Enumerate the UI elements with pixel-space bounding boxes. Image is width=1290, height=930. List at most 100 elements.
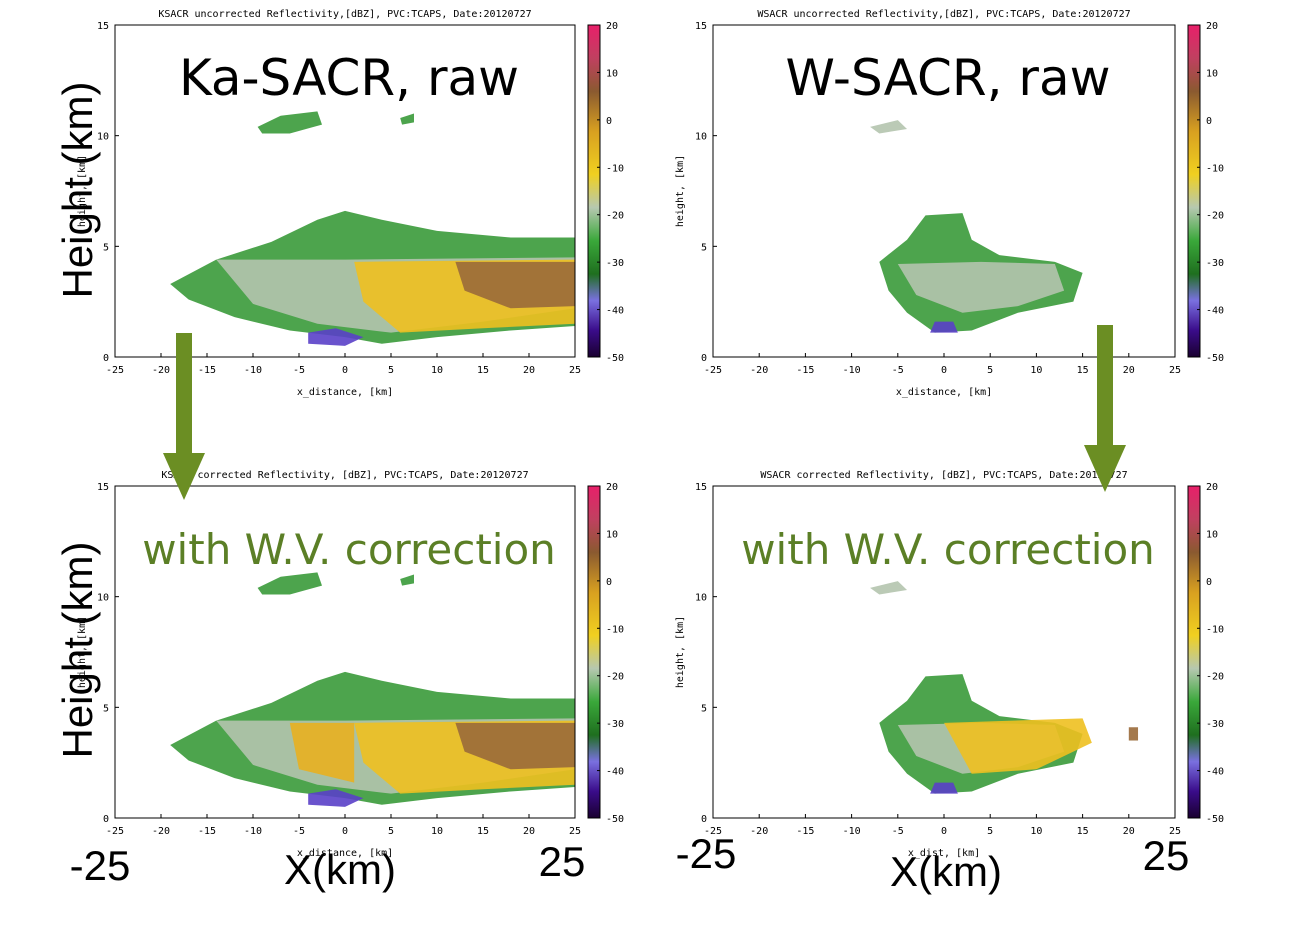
x-tick-label: -5 xyxy=(293,365,305,376)
colorbar-tick-label: -50 xyxy=(1206,353,1224,364)
y-tick-label: 5 xyxy=(701,703,707,714)
panel-title: WSACR uncorrected Reflectivity,[dBZ], PV… xyxy=(757,9,1130,20)
panel-title: KSACR corrected Reflectivity, [dBZ], PVC… xyxy=(161,470,528,481)
colorbar-tick-label: -10 xyxy=(606,163,624,174)
x-tick-label: -5 xyxy=(892,365,904,376)
radar-echo xyxy=(455,722,575,770)
x-tick-label: -10 xyxy=(843,826,861,837)
y-tick-label: 0 xyxy=(701,814,707,825)
colorbar-tick-label: -30 xyxy=(606,719,624,730)
x-tick-label: 15 xyxy=(1077,826,1089,837)
x-tick-label: 10 xyxy=(1030,365,1042,376)
x-tick-label: 0 xyxy=(941,365,947,376)
y-tick-label: 10 xyxy=(97,132,109,143)
colorbar-tick-label: -20 xyxy=(606,672,624,683)
radar-echo xyxy=(308,328,364,346)
x-tick-label: -5 xyxy=(892,826,904,837)
y-axis-label: height, [km] xyxy=(77,155,88,227)
x-tick-label: -20 xyxy=(152,826,170,837)
y-tick-label: 0 xyxy=(701,353,707,364)
radar-echo xyxy=(308,789,364,807)
radar-echo xyxy=(289,722,355,783)
colorbar xyxy=(1187,485,1201,819)
x-tick-label: 15 xyxy=(477,365,489,376)
colorbar-tick-label: 0 xyxy=(606,577,612,588)
x-tick-label: -10 xyxy=(244,826,262,837)
arrow-shaft xyxy=(176,333,192,453)
y-axis-label: height, [km] xyxy=(675,155,686,227)
radar-echo xyxy=(400,113,414,125)
x-tick-label: 25 xyxy=(1169,365,1181,376)
colorbar-tick-label: -30 xyxy=(1206,258,1224,269)
radar-echo xyxy=(400,574,414,586)
y-axis-title: Height (km) xyxy=(54,81,101,298)
panel-label: Ka-SACR, raw xyxy=(179,49,519,107)
radar-echo xyxy=(870,581,908,595)
colorbar-tick-label: 20 xyxy=(606,21,618,32)
x-tick-label: -10 xyxy=(244,365,262,376)
colorbar-tick-label: 20 xyxy=(1206,482,1218,493)
x-tick-label: 15 xyxy=(1077,365,1089,376)
radar-panel: WSACR uncorrected Reflectivity,[dBZ], PV… xyxy=(675,9,1224,398)
radar-echo xyxy=(257,111,322,134)
radar-panel: KSACR corrected Reflectivity, [dBZ], PVC… xyxy=(77,470,624,859)
colorbar-tick-label: 10 xyxy=(1206,68,1218,79)
y-tick-label: 0 xyxy=(103,814,109,825)
y-tick-label: 5 xyxy=(701,242,707,253)
y-tick-label: 10 xyxy=(695,132,707,143)
x-max-label: 25 xyxy=(1143,832,1190,879)
x-tick-label: 0 xyxy=(941,826,947,837)
colorbar-tick-label: -50 xyxy=(1206,814,1224,825)
x-tick-label: -20 xyxy=(750,826,768,837)
colorbar-tick-label: -40 xyxy=(1206,767,1224,778)
x-tick-label: -15 xyxy=(796,826,814,837)
y-axis-label: height, [km] xyxy=(675,616,686,688)
radar-echo xyxy=(897,261,1065,313)
panel-label: with W.V. correction xyxy=(741,525,1155,574)
y-tick-label: 15 xyxy=(695,482,707,493)
panels: KSACR uncorrected Reflectivity,[dBZ], PV… xyxy=(77,9,1224,859)
colorbar-tick-label: -10 xyxy=(1206,624,1224,635)
x-tick-label: -25 xyxy=(704,365,722,376)
radar-panel: KSACR uncorrected Reflectivity,[dBZ], PV… xyxy=(77,9,624,398)
y-tick-label: 15 xyxy=(97,21,109,32)
colorbar-tick-label: 0 xyxy=(1206,577,1212,588)
colorbar-tick-label: 10 xyxy=(1206,529,1218,540)
colorbar xyxy=(1187,24,1201,358)
x-tick-label: -15 xyxy=(198,365,216,376)
x-tick-label: -5 xyxy=(293,826,305,837)
arrow-head xyxy=(163,453,205,500)
x-tick-label: 10 xyxy=(431,365,443,376)
radar-echo xyxy=(455,261,575,309)
colorbar xyxy=(587,24,601,358)
y-tick-label: 15 xyxy=(97,482,109,493)
colorbar-tick-label: 10 xyxy=(606,68,618,79)
x-tick-label: -25 xyxy=(106,365,124,376)
colorbar-tick-label: 0 xyxy=(1206,116,1212,127)
colorbar-tick-label: 20 xyxy=(606,482,618,493)
colorbar-tick-label: -40 xyxy=(606,306,624,317)
x-min-label: -25 xyxy=(676,830,737,877)
x-axis-label: x_distance, [km] xyxy=(297,848,393,859)
x-tick-label: -15 xyxy=(198,826,216,837)
x-axis-label: x_distance, [km] xyxy=(297,387,393,398)
colorbar-tick-label: -20 xyxy=(1206,672,1224,683)
x-tick-label: 0 xyxy=(342,365,348,376)
radar-panel: WSACR corrected Reflectivity, [dBZ], PVC… xyxy=(675,470,1224,859)
x-axis-title: X(km) xyxy=(890,848,1002,895)
colorbar-tick-label: 10 xyxy=(606,529,618,540)
x-tick-label: -25 xyxy=(106,826,124,837)
arrow-shaft xyxy=(1097,325,1113,445)
colorbar-tick-label: -40 xyxy=(606,767,624,778)
colorbar-tick-label: -50 xyxy=(606,814,624,825)
radar-echo xyxy=(257,572,322,595)
colorbar-tick-label: -10 xyxy=(1206,163,1224,174)
x-tick-label: 15 xyxy=(477,826,489,837)
x-tick-label: -25 xyxy=(704,826,722,837)
colorbar-tick-label: -30 xyxy=(1206,719,1224,730)
colorbar-tick-label: -30 xyxy=(606,258,624,269)
x-tick-label: 5 xyxy=(388,365,394,376)
colorbar-tick-label: -50 xyxy=(606,353,624,364)
x-tick-label: 10 xyxy=(431,826,443,837)
